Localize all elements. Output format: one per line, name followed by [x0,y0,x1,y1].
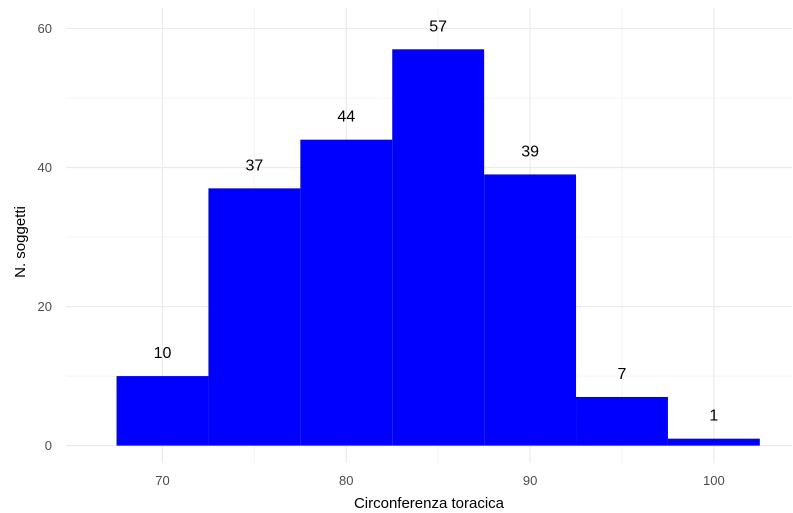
x-tick-label: 100 [703,473,725,488]
histogram-bar [392,49,485,446]
histogram-bar [576,396,668,446]
bar-value-label: 57 [429,18,447,35]
bar-value-label: 1 [709,408,718,425]
histogram-bar [667,438,760,446]
bar-value-label: 37 [245,157,263,174]
histogram-bar [300,139,393,446]
x-axis-title: Circonferenza toracica [354,495,505,512]
bar-value-label: 44 [337,109,355,126]
bar-value-label: 10 [154,345,172,362]
bar-value-label: 39 [521,143,539,160]
histogram-bar [208,188,301,446]
histogram-bar [116,376,209,446]
y-axis-title: N. soggetti [12,206,29,278]
bars-layer [116,49,760,446]
data-labels-layer: 10 37 44 57 39 7 1 [154,18,719,424]
y-tick-label: 60 [38,21,52,36]
y-tick-label: 40 [38,160,52,175]
y-tick-label: 20 [38,299,52,314]
x-tick-label: 80 [339,473,353,488]
bar-value-label: 7 [618,366,627,383]
x-axis-tick-labels: 70 80 90 100 [155,473,724,488]
x-tick-label: 90 [523,473,537,488]
histogram-bar [484,174,577,446]
y-tick-label: 0 [45,438,52,453]
x-tick-label: 70 [155,473,169,488]
y-axis-tick-labels: 0 20 40 60 [38,21,52,453]
